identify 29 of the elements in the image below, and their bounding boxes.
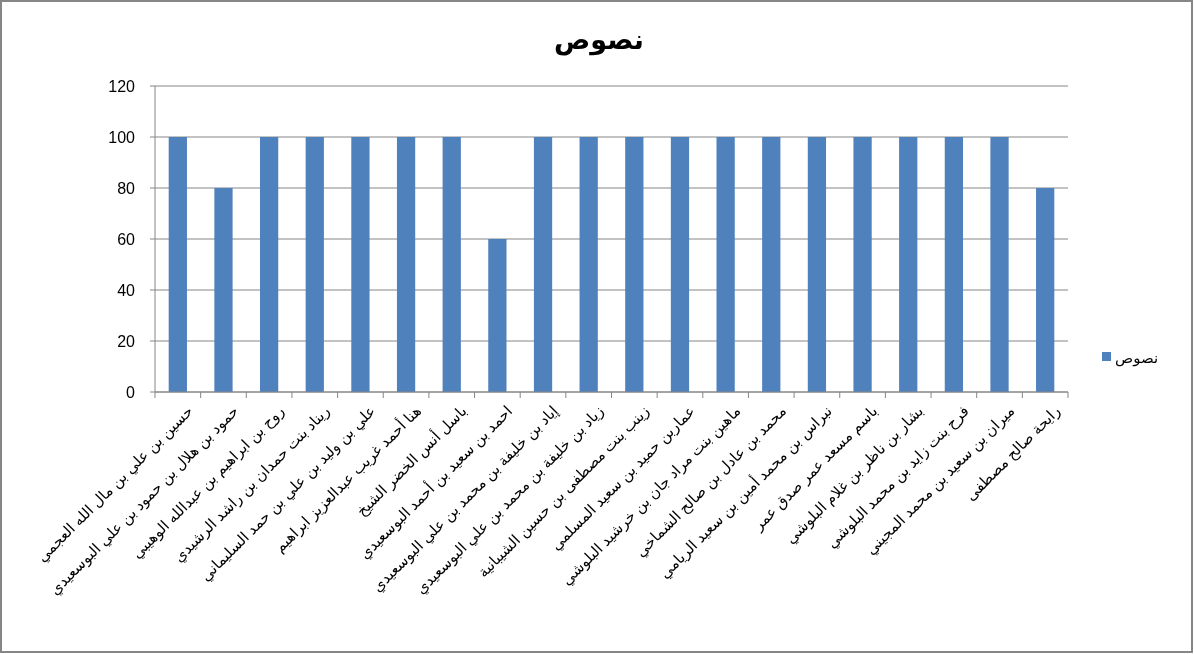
bar xyxy=(442,137,461,392)
bar xyxy=(899,137,918,392)
bar xyxy=(488,239,507,392)
bar xyxy=(625,137,644,392)
bar xyxy=(214,188,233,392)
y-tick-label: 80 xyxy=(117,179,136,197)
bar xyxy=(533,137,553,392)
bar xyxy=(716,137,735,392)
y-tick-label: 120 xyxy=(108,77,136,95)
bar xyxy=(670,137,690,392)
y-tick-label: 20 xyxy=(117,332,136,350)
legend-label: نصوص xyxy=(1115,348,1159,367)
bar xyxy=(396,137,416,392)
y-tick-label: 40 xyxy=(117,281,136,299)
bar xyxy=(168,137,187,392)
y-tick-label: 60 xyxy=(117,230,136,248)
bar xyxy=(807,137,827,392)
bar xyxy=(351,137,370,392)
bar xyxy=(762,137,781,392)
bar xyxy=(944,137,964,392)
bar xyxy=(853,137,872,392)
bar xyxy=(305,137,324,392)
bar xyxy=(990,137,1009,392)
y-tick-label: 0 xyxy=(126,383,136,401)
bar xyxy=(1036,188,1055,392)
bar xyxy=(260,137,279,392)
bar xyxy=(579,137,598,392)
y-tick-label: 100 xyxy=(108,128,136,146)
chart-title: نصوص xyxy=(554,25,644,56)
